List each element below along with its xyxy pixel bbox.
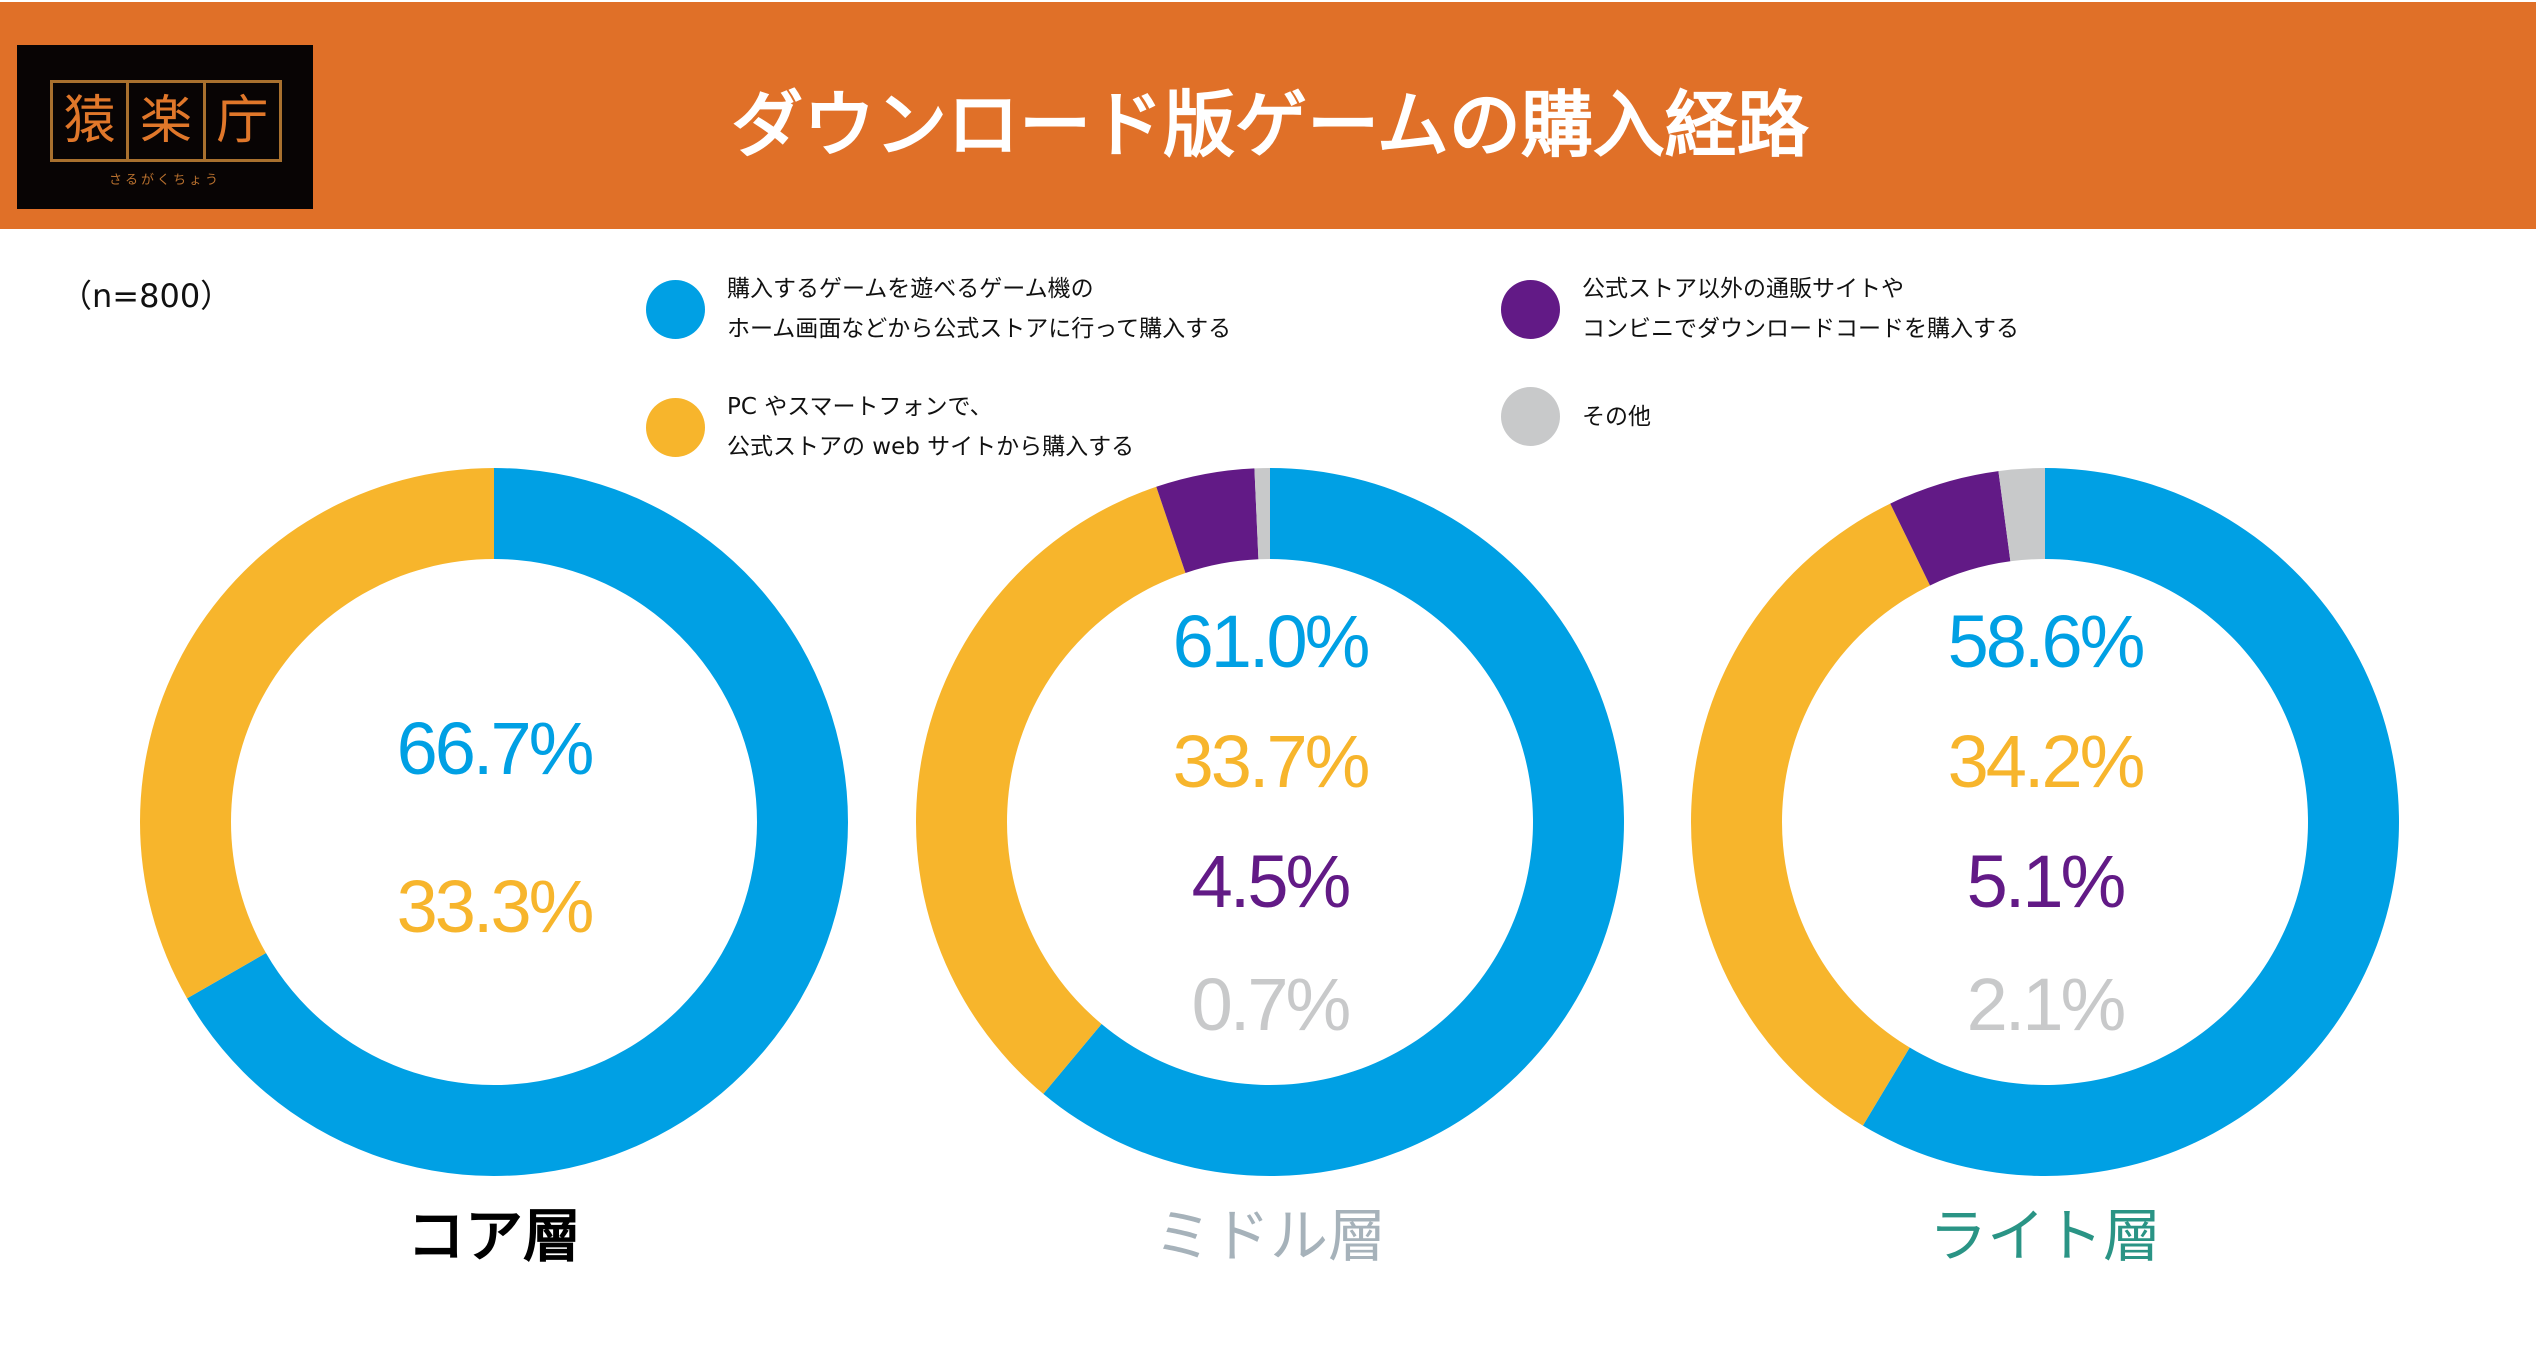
legend-line: 購入するゲームを遊べるゲーム機の xyxy=(727,276,1094,302)
donut-slice xyxy=(1890,471,2011,586)
data-label: 0.7% xyxy=(1191,963,1352,1046)
legend-dot-icon xyxy=(1501,279,1560,339)
header-bar: 猿 楽 庁 さるがくちょう ダウンロード版ゲームの購入経路 xyxy=(0,2,2536,229)
logo-frame: 猿 楽 庁 xyxy=(50,80,282,162)
data-label: 4.5% xyxy=(1191,840,1352,923)
data-label: 5.1% xyxy=(1966,840,2127,923)
data-label: 58.6% xyxy=(1947,600,2146,683)
data-label: 33.3% xyxy=(396,865,595,948)
legend-label: その他 xyxy=(1582,397,1651,437)
logo-reading: さるがくちょう xyxy=(108,173,221,188)
data-label: 33.7% xyxy=(1172,720,1371,803)
legend-item: 購入するゲームを遊べるゲーム機の ホーム画面などから公式ストアに行って購入する xyxy=(646,269,1231,349)
legend-dot-icon xyxy=(646,397,705,457)
legend-line: 公式ストアの web サイトから購入する xyxy=(727,434,1135,460)
legend-line: その他 xyxy=(1582,403,1651,430)
donut-slice xyxy=(1254,468,1270,560)
legend-dot-icon xyxy=(1501,387,1560,446)
legend-line: PC やスマートフォンで、 xyxy=(727,394,993,420)
data-label: 34.2% xyxy=(1947,720,2146,803)
donut-slice xyxy=(1691,503,1931,1126)
legend-item: その他 xyxy=(1501,387,1651,446)
legend-item: PC やスマートフォンで、 公式ストアの web サイトから購入する xyxy=(646,387,1134,467)
logo: 猿 楽 庁 さるがくちょう xyxy=(17,45,313,209)
page-title: ダウンロード版ゲームの購入経路 xyxy=(731,83,1809,167)
data-label: 2.1% xyxy=(1966,963,2127,1046)
legend-label: PC やスマートフォンで、 公式ストアの web サイトから購入する xyxy=(727,387,1134,467)
sample-size: （n=800） xyxy=(60,277,233,315)
legend-line: コンビニでダウンロードコードを購入する xyxy=(1582,316,2019,342)
logo-char: 楽 xyxy=(129,83,206,159)
logo-char: 庁 xyxy=(216,91,269,151)
donut-slice xyxy=(916,486,1186,1094)
legend-label: 公式ストア以外の通販サイトや コンビニでダウンロードコードを購入する xyxy=(1582,269,2019,349)
donut-chart-light xyxy=(1691,468,2400,1176)
donut-slice xyxy=(1043,468,1624,1176)
donut-slice xyxy=(1862,468,2400,1176)
chart-title-light: ライト層 xyxy=(1928,1202,2161,1270)
donut-chart-core xyxy=(139,468,849,1176)
logo-char: 猿 xyxy=(53,83,130,159)
data-label: 61.0% xyxy=(1172,600,1371,683)
legend-dot-icon xyxy=(646,279,705,339)
legend-line: 公式ストア以外の通販サイトや xyxy=(1582,276,1904,302)
donut-slice xyxy=(1998,468,2045,562)
chart-title-middle: ミドル層 xyxy=(1153,1202,1386,1270)
donut-chart-middle xyxy=(916,468,1624,1176)
donut-slice xyxy=(139,468,494,999)
legend-item: 公式ストア以外の通販サイトや コンビニでダウンロードコードを購入する xyxy=(1501,269,2019,349)
legend-line: ホーム画面などから公式ストアに行って購入する xyxy=(727,316,1232,342)
chart-title-core: コア層 xyxy=(406,1202,581,1270)
legend-label: 購入するゲームを遊べるゲーム機の ホーム画面などから公式ストアに行って購入する xyxy=(727,269,1231,349)
data-label: 66.7% xyxy=(396,707,595,790)
donut-slice xyxy=(1156,468,1259,573)
